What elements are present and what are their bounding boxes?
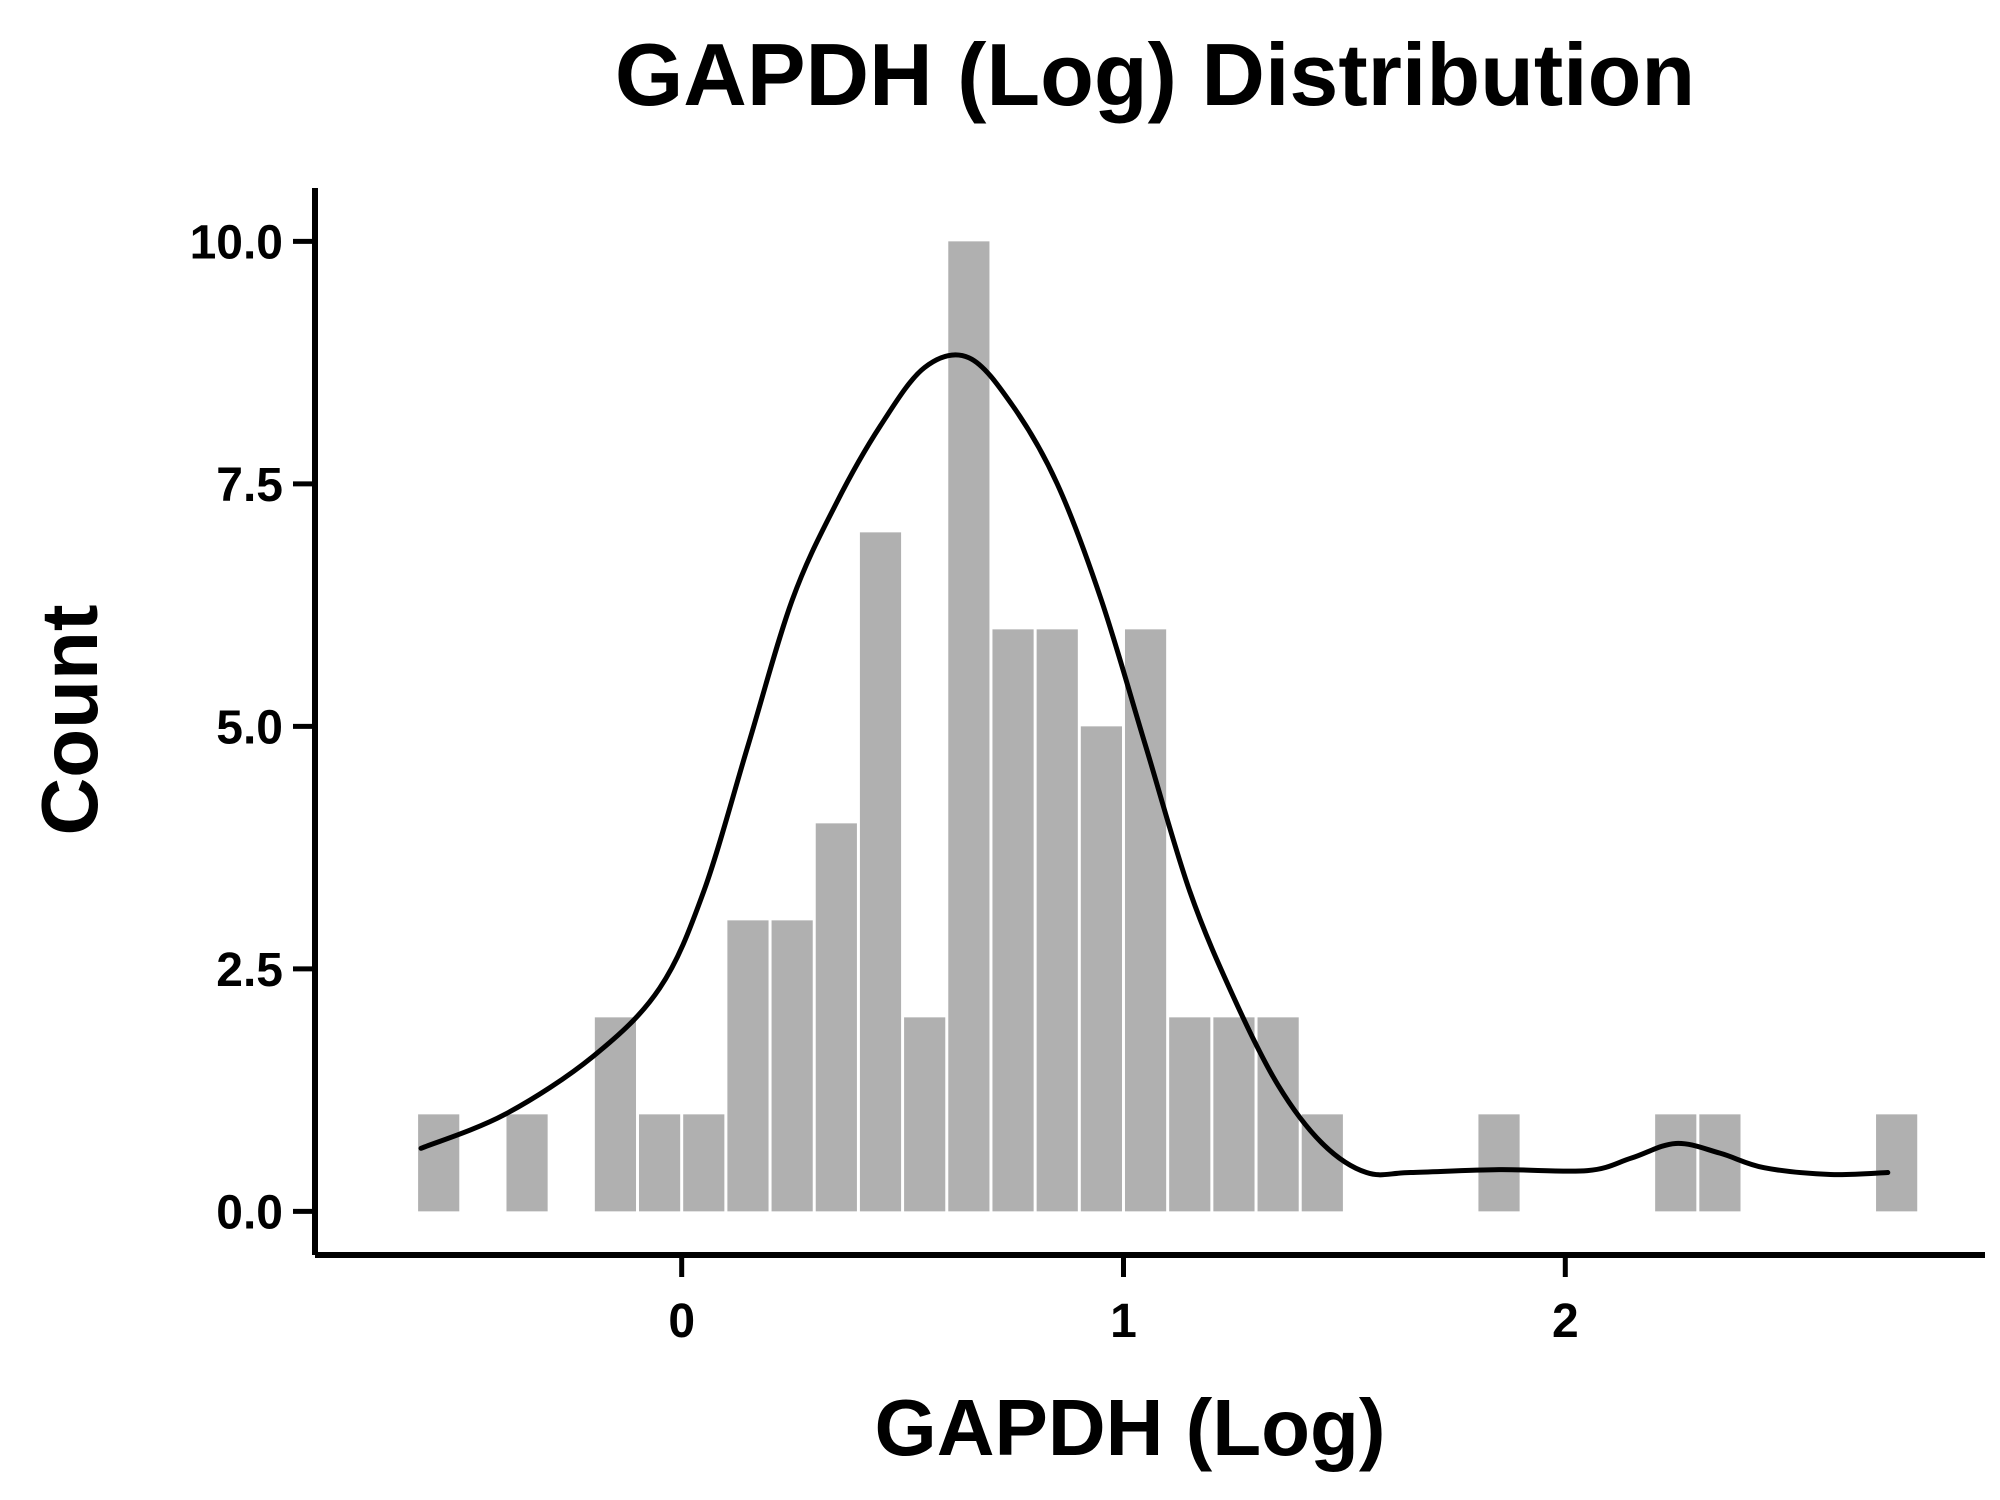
histogram-bar xyxy=(859,532,902,1212)
histogram-bar xyxy=(1080,726,1122,1212)
histogram-bar xyxy=(1169,1017,1211,1212)
x-axis-ticks: 0 1 2 xyxy=(668,1255,1579,1348)
histogram-bar xyxy=(506,1114,548,1212)
histogram-bar xyxy=(904,1017,946,1212)
histogram-bar xyxy=(815,823,857,1212)
histogram-bar xyxy=(683,1114,725,1212)
histogram-bar xyxy=(1876,1114,1918,1212)
histogram-bar xyxy=(1213,1017,1255,1212)
histogram-bar xyxy=(1257,1017,1299,1212)
histogram-bar xyxy=(1655,1114,1697,1212)
histogram-bars xyxy=(418,241,1918,1212)
histogram-bar xyxy=(992,629,1034,1212)
y-tick-label: 2.5 xyxy=(216,944,283,997)
histogram-bar xyxy=(594,1017,637,1212)
histogram-bar xyxy=(727,920,769,1212)
y-axis-ticks: 0.0 2.5 5.0 7.5 10.0 xyxy=(190,216,315,1239)
y-tick-label: 7.5 xyxy=(216,459,283,512)
chart-title: GAPDH (Log) Distribution xyxy=(615,25,1695,124)
histogram-bar xyxy=(948,241,990,1212)
histogram-bar xyxy=(1036,629,1078,1212)
y-tick-label: 0.0 xyxy=(216,1186,283,1239)
y-tick-label: 10.0 xyxy=(190,216,283,269)
x-axis-label: GAPDH (Log) xyxy=(874,1383,1385,1472)
histogram-bar xyxy=(771,920,813,1212)
density-curve xyxy=(418,352,1891,1178)
y-axis-label: Count xyxy=(25,604,114,835)
histogram-bar xyxy=(639,1114,681,1212)
x-tick-label: 2 xyxy=(1552,1295,1579,1348)
x-tick-label: 0 xyxy=(668,1295,695,1348)
histogram-bar xyxy=(418,1114,460,1212)
histogram-bar xyxy=(1124,629,1167,1212)
y-tick-label: 5.0 xyxy=(216,701,283,754)
histogram-bar xyxy=(1478,1114,1520,1212)
x-tick-label: 1 xyxy=(1110,1295,1137,1348)
histogram-bar xyxy=(1699,1114,1741,1212)
